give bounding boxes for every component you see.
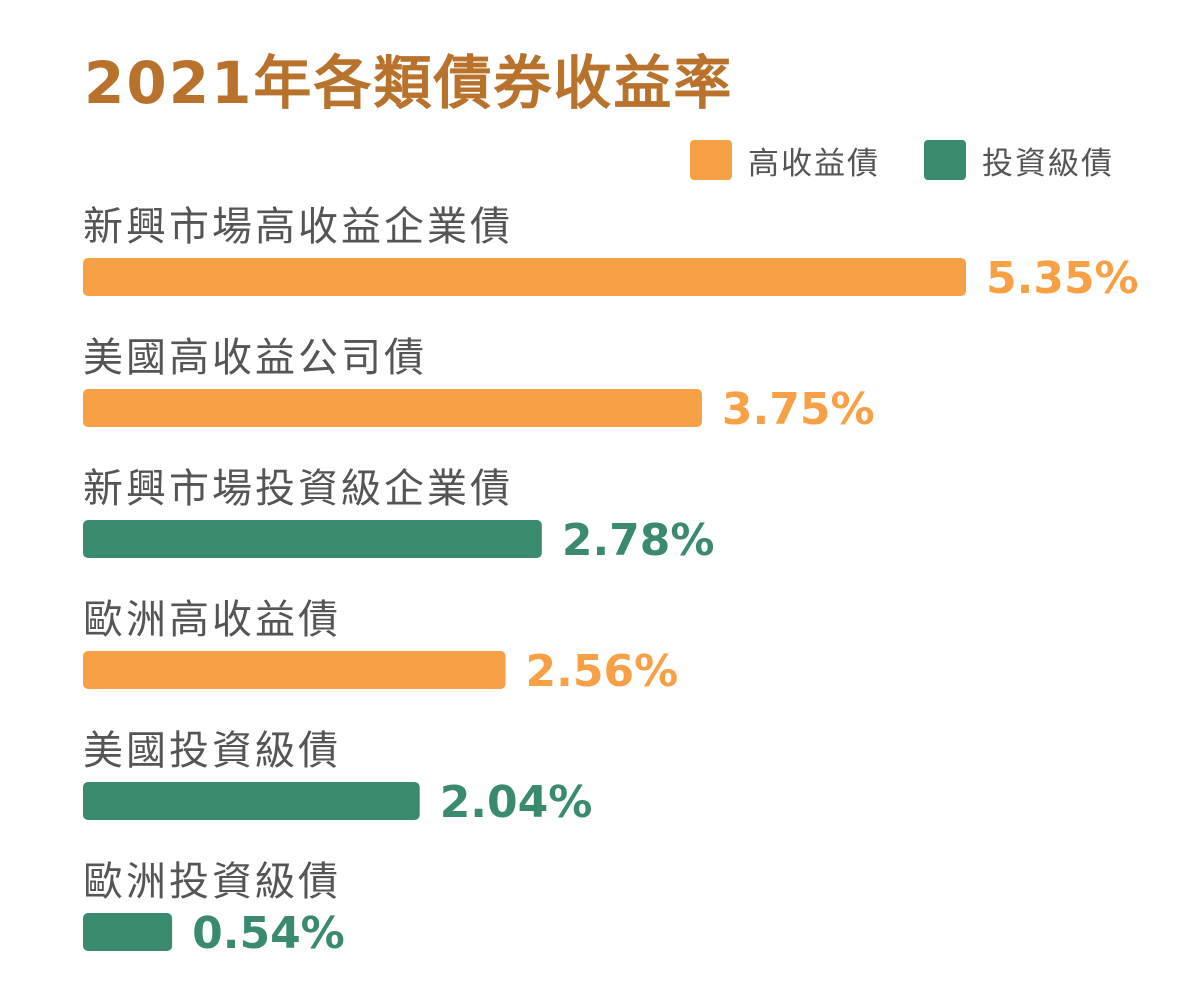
legend-item-high-yield: 高收益債 — [690, 138, 880, 183]
bar — [83, 520, 542, 558]
value-label: 5.35% — [986, 253, 1139, 304]
value-label: 0.54% — [192, 908, 345, 959]
chart-title: 2021年各類債券收益率 — [84, 49, 734, 117]
legend-swatch-high-yield — [690, 140, 732, 180]
value-label: 3.75% — [722, 384, 875, 435]
bar — [83, 258, 966, 296]
legend-swatch-investment-grade — [924, 140, 966, 180]
category-label: 美國高收益公司債 — [83, 335, 427, 381]
legend: 高收益債 投資級債 — [690, 138, 1114, 183]
category-label: 歐洲高收益債 — [83, 597, 341, 643]
bar — [83, 913, 173, 951]
legend-item-investment-grade: 投資級債 — [924, 138, 1114, 183]
bar — [83, 782, 420, 820]
legend-label-investment-grade: 投資級債 — [982, 145, 1114, 182]
category-label: 美國投資級債 — [83, 728, 341, 774]
value-label: 2.56% — [526, 646, 679, 697]
value-label: 2.78% — [562, 515, 715, 566]
category-label: 新興市場投資級企業債 — [83, 466, 513, 512]
bar — [83, 651, 506, 689]
category-label: 歐洲投資級債 — [83, 859, 341, 905]
bar — [83, 389, 702, 427]
value-label: 2.04% — [440, 777, 593, 828]
legend-label-high-yield: 高收益債 — [748, 145, 880, 182]
category-label: 新興市場高收益企業債 — [83, 204, 513, 250]
